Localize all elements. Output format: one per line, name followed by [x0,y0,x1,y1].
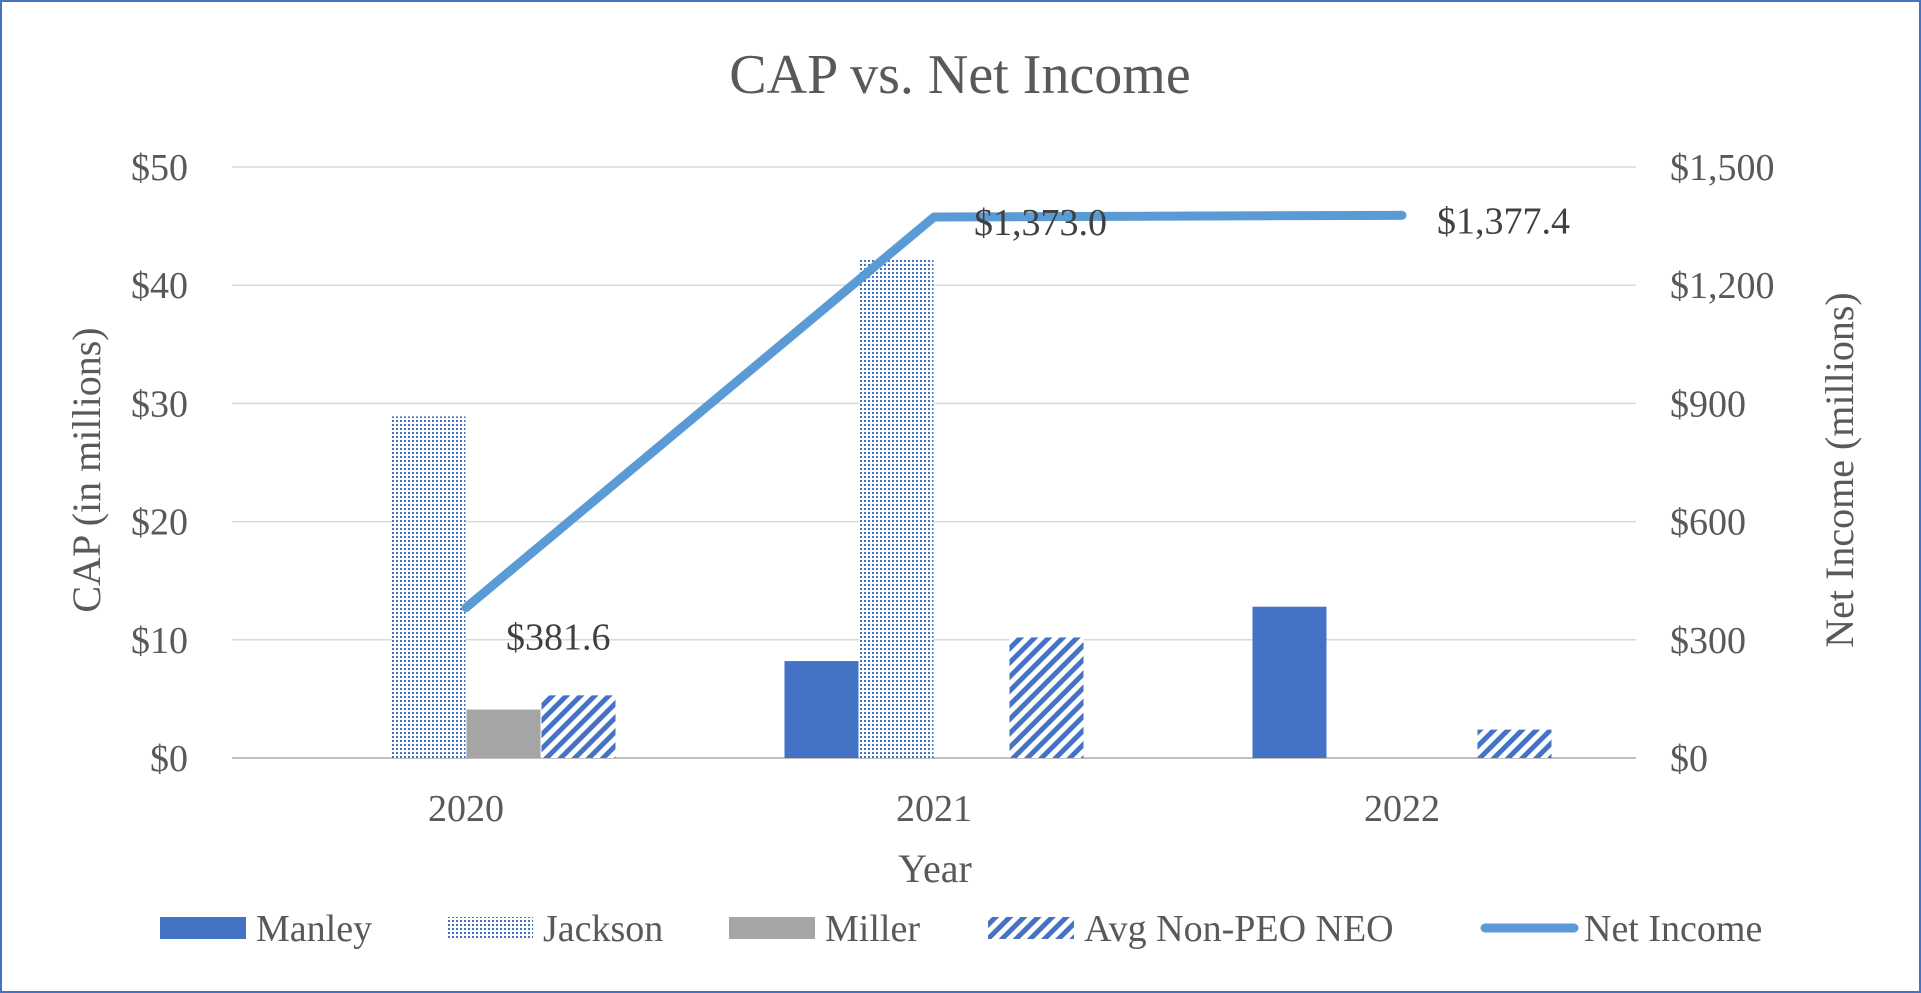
legend-label-avg-non-peo-neo: Avg Non-PEO NEO [1084,908,1394,950]
legend-label-jackson: Jackson [543,908,663,950]
gridlines [232,166,1636,759]
legend-swatch-miller [729,917,815,939]
x-tick-label: 2021 [896,788,972,830]
bar-avg-non-peo-neo-2021 [1009,637,1084,758]
y-axis-label: CAP (in millions) [64,327,109,612]
y2-axis-label: Net Income (millions) [1817,292,1862,647]
y2-tick-label: $900 [1670,383,1746,425]
y-tick-label: $40 [131,265,188,307]
y2-tick-label: $600 [1670,502,1746,544]
y2-tick-label: $1,200 [1670,265,1775,307]
net-income-line-path [461,210,1407,613]
legend: Manley Jackson Miller Avg Non-PEO NEO Net In… [160,908,1762,950]
x-axis-label: Year [898,846,972,891]
net-income-data-label: $1,377.4 [1437,200,1570,242]
y-tick-label: $30 [131,383,188,425]
legend-swatch-jackson [447,917,533,939]
bars [391,258,1552,758]
bar-avg-non-peo-neo-2022 [1477,729,1552,758]
legend-swatch-avg-non-peo-neo [988,917,1074,939]
y-axis-ticks: $0 $10 $20 $30 $40 $50 [131,147,188,780]
legend-swatch-manley [160,917,246,939]
net-income-data-label: $381.6 [506,617,611,659]
x-tick-label: 2022 [1364,788,1440,830]
y2-tick-label: $0 [1670,738,1708,780]
x-axis-ticks: 2020 2021 2022 [428,788,1440,830]
net-income-line: $381.6 $1,373.0 $1,377.4 [461,200,1570,659]
legend-label-miller: Miller [825,908,920,950]
legend-label-net-income: Net Income [1584,908,1762,950]
y-tick-label: $20 [131,502,188,544]
bar-avg-non-peo-neo-2020 [541,695,616,758]
y-tick-label: $50 [131,147,188,189]
bar-miller-2020 [466,709,541,758]
y2-axis-ticks: $0 $300 $600 $900 $1,200 $1,500 [1670,147,1775,780]
bar-jackson-2020 [391,416,466,758]
x-tick-label: 2020 [428,788,504,830]
y-tick-label: $10 [131,620,188,662]
bar-jackson-2021 [859,258,934,758]
y-tick-label: $0 [150,738,188,780]
bar-manley-2022 [1252,606,1327,758]
legend-label-manley: Manley [256,908,372,950]
y2-tick-label: $1,500 [1670,147,1775,189]
bar-manley-2021 [784,661,859,758]
net-income-data-label: $1,373.0 [974,202,1107,244]
chart-title: CAP vs. Net Income [729,44,1190,106]
y2-tick-label: $300 [1670,620,1746,662]
